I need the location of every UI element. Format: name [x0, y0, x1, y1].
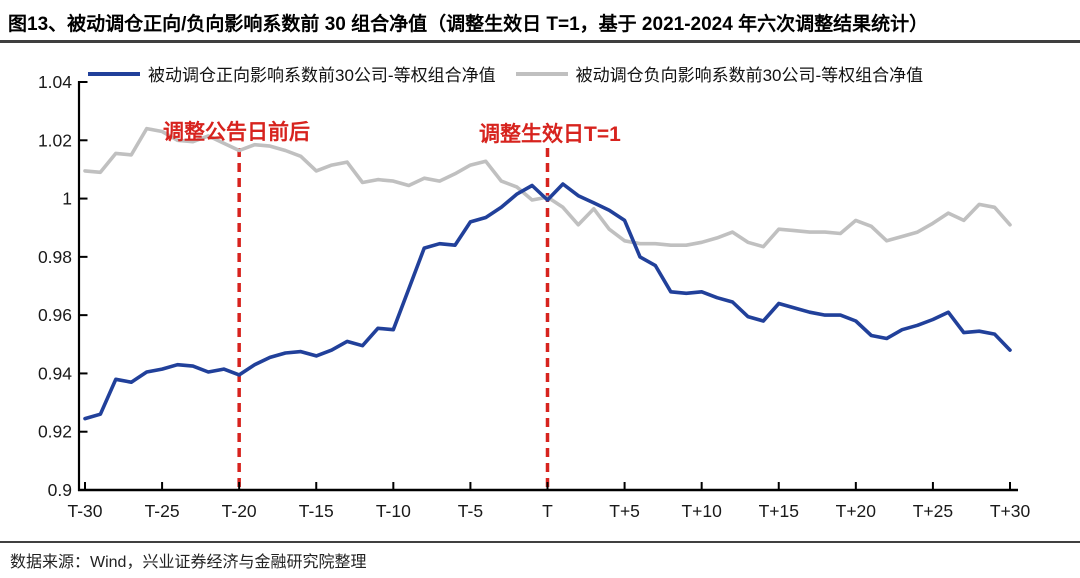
legend: 被动调仓正向影响系数前30公司-等权组合净值 被动调仓负向影响系数前30公司-等…: [88, 61, 923, 86]
x-tick-label: T+30: [990, 501, 1031, 521]
x-tick-label: T-15: [299, 501, 334, 521]
y-tick-label: 0.94: [38, 363, 72, 383]
negative-series-line-marker: [515, 71, 568, 76]
x-tick-label: T+20: [836, 501, 877, 521]
footer-divider: [0, 541, 1080, 543]
effective-date-annotation: 调整生效日T=1: [479, 123, 621, 146]
series-line-0: [83, 182, 1012, 421]
y-tick-label: 0.92: [38, 422, 72, 442]
x-tick-label: T-20: [222, 501, 257, 521]
y-tick-label: 0.9: [48, 480, 72, 500]
y-tick-label: 0.96: [38, 305, 72, 325]
y-tick-label: 1.02: [38, 130, 72, 150]
x-tick-label: T+25: [913, 501, 953, 521]
page-title: 图13、被动调仓正向/负向影响系数前 30 组合净值（调整生效日 T=1，基于 …: [8, 14, 929, 35]
x-tick-label: T-10: [376, 501, 411, 521]
y-tick-label: 0.98: [38, 247, 72, 267]
announcement-date-annotation: 调整公告日前后: [163, 121, 310, 144]
x-tick-label: T+15: [759, 501, 799, 521]
x-tick-label: T+10: [681, 501, 722, 521]
x-tick-label: T-30: [67, 501, 102, 521]
x-tick-label: T-5: [458, 501, 483, 521]
data-source-note: 数据来源：Wind，兴业证券经济与金融研究院整理: [10, 554, 367, 571]
title-divider: [0, 40, 1080, 43]
positive-series-line-marker: [88, 71, 140, 76]
x-tick-label: T: [542, 501, 553, 521]
y-tick-label: 1: [62, 189, 72, 209]
legend-label-positive: 被动调仓正向影响系数前30公司-等权组合净值: [148, 66, 496, 85]
y-tick-label: 1.04: [38, 72, 72, 92]
legend-item-negative: 被动调仓负向影响系数前30公司-等权组合净值: [515, 61, 924, 86]
legend-item-positive: 被动调仓正向影响系数前30公司-等权组合净值: [88, 61, 496, 86]
legend-label-negative: 被动调仓负向影响系数前30公司-等权组合净值: [575, 66, 924, 85]
x-tick-label: T+5: [609, 501, 640, 521]
x-tick-label: T-25: [145, 501, 180, 521]
series-line-1: [83, 126, 1012, 249]
